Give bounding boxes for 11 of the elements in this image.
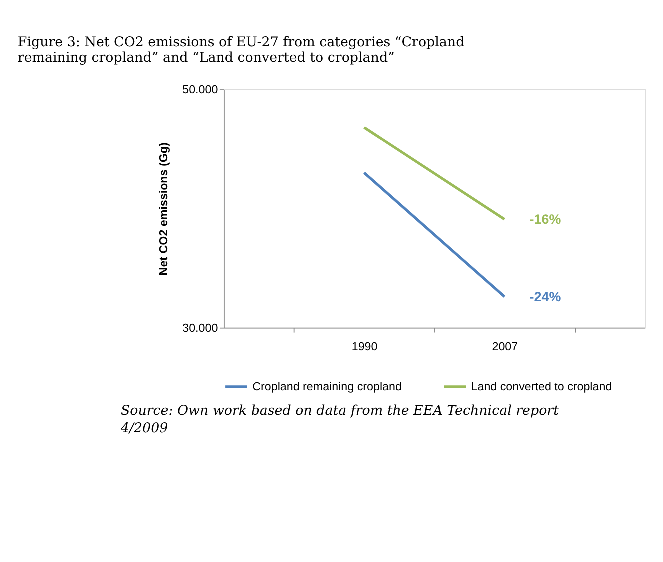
annotation: -16% <box>530 212 562 227</box>
x-tick-label: 1990 <box>352 340 378 354</box>
source-note: Source: Own work based on data from the EEA Technical report 4/2009 <box>120 404 560 437</box>
legend-label: Land converted to cropland <box>471 380 612 394</box>
legend-label: Cropland remaining cropland <box>252 380 402 394</box>
y-tick-label: 30.000 <box>182 322 219 335</box>
y-tick-label: 50.000 <box>182 84 219 97</box>
annotation: -24% <box>530 289 562 304</box>
x-tick-label: 2007 <box>492 340 518 354</box>
chart-title: Figure 3: Net CO2 emissions of EU-27 from categories “Cropland remaining cropland” and “Land converted to cropland” <box>18 36 466 66</box>
y-axis-title: Net CO2 emissions (Gg) <box>157 142 170 276</box>
